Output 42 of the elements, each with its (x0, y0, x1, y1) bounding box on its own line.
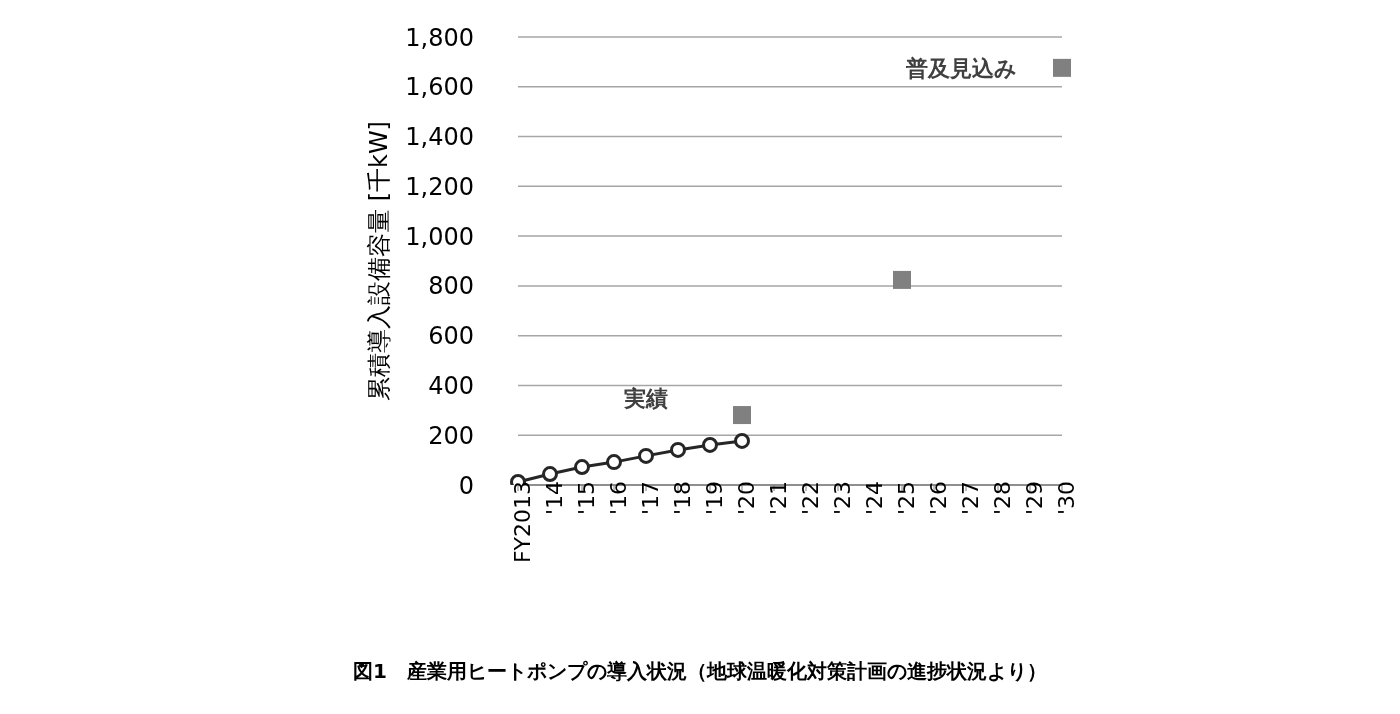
x-tick-label: '18 (669, 481, 695, 516)
point (702, 436, 718, 453)
point (574, 459, 590, 476)
x-tick-label: '17 (637, 481, 663, 516)
point (638, 447, 654, 464)
x-tick-label: '20 (733, 481, 759, 516)
y-axis-title: 累積導入設備容量 [千kW] (364, 121, 393, 401)
y-tick-label: 1,800 (405, 23, 474, 52)
x-tick-label: '29 (1021, 481, 1047, 516)
x-tick-label: '30 (1053, 481, 1079, 516)
x-tick-label: '24 (861, 481, 887, 516)
y-tick-label: 400 (428, 371, 474, 400)
point (733, 406, 751, 425)
y-tick-label: 1,000 (405, 222, 474, 251)
x-tick-label: '21 (765, 481, 791, 516)
y-tick-label: 1,200 (405, 172, 474, 201)
x-tick-label: '15 (573, 481, 599, 516)
point (893, 270, 911, 289)
y-tick-label: 800 (428, 272, 474, 301)
point (542, 466, 558, 483)
point (606, 454, 622, 471)
x-tick-label: '28 (989, 481, 1015, 516)
y-tick-label: 1,600 (405, 73, 474, 102)
x-tick-label: '16 (605, 481, 631, 516)
text: 図1 産業用ヒートポンプの導入状況（地球温暖化対策計画の進捗状況より） (352, 658, 1048, 685)
series-label: 普及見込み (905, 55, 1017, 81)
x-tick-label: '27 (957, 481, 983, 516)
x-tick-label: '26 (925, 481, 951, 516)
x-tick-label: '22 (797, 481, 823, 516)
y-tick-label: 1,400 (405, 123, 474, 152)
y-tick-label: 0 (458, 471, 474, 500)
series-label: 実績 (623, 385, 668, 411)
point (1053, 58, 1071, 77)
x-tick-label: FY2013 (509, 481, 535, 564)
x-tick-label: '19 (701, 481, 727, 516)
point (734, 432, 750, 449)
point (670, 441, 686, 458)
x-tick-label: '14 (541, 481, 567, 516)
y-tick-label: 600 (428, 322, 474, 351)
x-tick-label: '25 (893, 481, 919, 516)
x-tick-label: '23 (829, 481, 855, 516)
y-tick-label: 200 (428, 421, 474, 450)
